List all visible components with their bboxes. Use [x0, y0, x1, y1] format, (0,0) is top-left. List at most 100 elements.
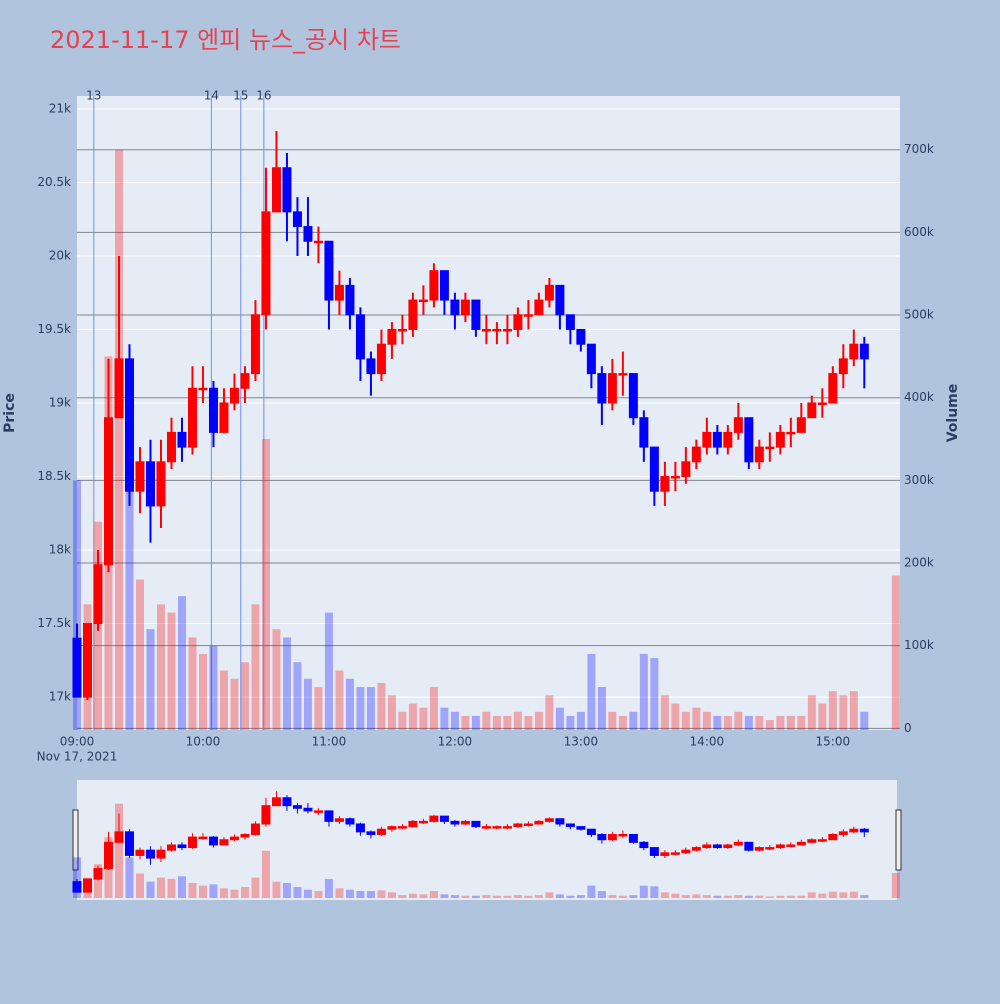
volume-bar	[156, 604, 165, 730]
volume-bar	[324, 612, 333, 730]
volume-bar	[629, 711, 638, 730]
slider-candle-body	[712, 844, 722, 849]
slider-volume-bar	[335, 888, 344, 898]
volume-bar	[261, 439, 270, 730]
y-tick-label: 21k	[49, 101, 71, 115]
slider-candle-body	[849, 828, 859, 833]
candle-body	[219, 402, 229, 433]
candle-body	[439, 270, 449, 301]
volume-bar	[230, 678, 239, 730]
slider-candle-body	[544, 818, 554, 822]
slider-candle-body	[660, 852, 670, 856]
candle-body	[534, 299, 544, 316]
volume-bar	[73, 480, 81, 730]
candle-body	[145, 461, 155, 507]
volume-bar	[303, 678, 312, 730]
slider-candle-body	[786, 844, 796, 847]
candle-body	[849, 343, 859, 360]
slider-volume-bar	[650, 886, 659, 898]
volume-bar	[818, 703, 827, 730]
slider-candle-body	[397, 826, 407, 829]
slider-candle-body	[649, 847, 659, 856]
y2-tick-label: 300k	[904, 473, 934, 487]
slider-volume-bar	[807, 892, 816, 898]
volume-bar	[471, 715, 480, 730]
y-tick-label: 17.5k	[37, 616, 71, 630]
candle-body	[229, 387, 239, 404]
volume-bar	[776, 715, 785, 730]
candle-body	[492, 328, 502, 332]
volume-bar	[429, 687, 438, 730]
candle-body	[807, 402, 817, 419]
candle-body	[72, 637, 82, 698]
slider-volume-bar	[692, 894, 701, 898]
x-tick-label: 09:00	[60, 735, 95, 749]
candle-body	[775, 431, 785, 448]
volume-bar	[860, 711, 869, 730]
volume-bar	[734, 711, 743, 730]
slider-candle-body	[145, 849, 155, 859]
slider-candle-body	[733, 841, 743, 846]
slider-volume-bar	[524, 895, 533, 898]
y2-tick-label: 400k	[904, 390, 934, 404]
slider-volume-bar	[503, 895, 512, 898]
candle-body	[397, 328, 407, 332]
slider-candle-body	[282, 797, 292, 807]
slider-volume-bar	[471, 895, 480, 898]
slider-candle-body	[219, 839, 229, 846]
candle-body	[670, 476, 680, 479]
slider-candle-body	[796, 841, 806, 846]
candle-body	[565, 314, 575, 330]
volume-bar	[209, 645, 218, 730]
volume-bar	[713, 715, 722, 730]
candle-body	[502, 328, 512, 332]
slider-candle-body	[628, 833, 638, 843]
slider-handle[interactable]	[895, 809, 902, 871]
slider-candle-body	[313, 810, 323, 813]
candle-body	[187, 387, 197, 448]
volume-bar	[576, 711, 585, 730]
y-tick-label: 18k	[49, 543, 71, 557]
slider-candle-body	[124, 831, 134, 856]
y-tick-label: 20.5k	[37, 175, 71, 189]
volume-bar	[135, 579, 144, 730]
chart-title: 2021-11-17 엔피 뉴스_공시 차트	[50, 26, 401, 54]
volume-bar	[450, 711, 459, 730]
volume-bar	[555, 707, 564, 730]
slider-candle-body	[324, 810, 334, 822]
volume-bar	[618, 715, 627, 730]
slider-candle-body	[271, 797, 281, 807]
candle-body	[702, 431, 712, 448]
slider-volume-bar	[608, 895, 617, 898]
slider-volume-bar	[282, 882, 291, 898]
slider-candle-body	[460, 820, 470, 825]
slider-volume-bar	[461, 895, 470, 898]
slider-volume-bar	[797, 895, 806, 898]
y-tick-label: 19.5k	[37, 322, 71, 336]
candle-body	[429, 270, 439, 301]
slider-volume-bar	[681, 895, 690, 898]
slider-volume-bar	[765, 896, 774, 898]
candle-body	[828, 373, 838, 404]
volume-bar	[671, 703, 680, 730]
candle-body	[324, 240, 334, 301]
slider-candle-body	[345, 818, 355, 825]
volume-bar	[660, 695, 669, 730]
slider-candle-body	[586, 828, 596, 835]
slider-handle[interactable]	[72, 809, 79, 871]
slider-candle-body	[366, 831, 376, 835]
slider-candle-body	[229, 836, 239, 841]
candle-body	[313, 240, 323, 244]
slider-candle-body	[240, 833, 250, 838]
volume-bar	[503, 715, 512, 730]
volume-bar	[839, 695, 848, 730]
candle-body	[649, 446, 659, 492]
slider-volume-bar	[555, 894, 564, 898]
slider-volume-bar	[314, 891, 323, 898]
candle-body	[786, 431, 796, 435]
volume-bar	[272, 629, 281, 730]
candle-body	[261, 211, 271, 316]
slider-candle-body	[82, 878, 92, 893]
volume-bar	[198, 653, 207, 730]
candle-body	[618, 373, 628, 376]
